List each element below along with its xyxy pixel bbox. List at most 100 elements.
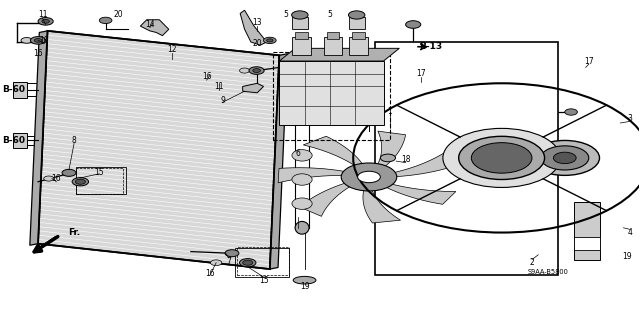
Text: 10: 10	[40, 36, 49, 45]
Circle shape	[21, 38, 33, 43]
Circle shape	[72, 178, 88, 186]
Circle shape	[267, 39, 273, 42]
Bar	[76, 168, 124, 194]
Circle shape	[358, 171, 380, 183]
Polygon shape	[240, 10, 267, 45]
Circle shape	[239, 68, 250, 73]
Bar	[237, 247, 289, 275]
Bar	[279, 61, 383, 124]
Polygon shape	[279, 48, 399, 61]
Text: 6: 6	[296, 149, 301, 158]
Circle shape	[292, 11, 308, 19]
Text: 5: 5	[328, 11, 332, 19]
Circle shape	[35, 39, 42, 42]
Circle shape	[249, 67, 264, 74]
Text: 8: 8	[72, 136, 76, 145]
Circle shape	[459, 136, 545, 180]
Text: 16: 16	[52, 174, 61, 183]
Ellipse shape	[295, 221, 309, 234]
Circle shape	[564, 109, 577, 115]
Bar	[375, 42, 559, 275]
Text: 19: 19	[622, 252, 632, 261]
Bar	[574, 237, 600, 250]
Text: 17: 17	[584, 56, 593, 65]
Text: 16: 16	[202, 72, 211, 81]
Text: 11: 11	[214, 82, 224, 91]
Text: 2: 2	[529, 258, 534, 267]
Text: B-60: B-60	[2, 85, 25, 94]
Text: 15: 15	[259, 276, 268, 285]
Bar	[295, 107, 309, 228]
Polygon shape	[30, 31, 47, 245]
Polygon shape	[303, 136, 365, 168]
Text: Fr.: Fr.	[68, 228, 80, 237]
Polygon shape	[388, 152, 458, 177]
Circle shape	[99, 17, 112, 24]
Circle shape	[243, 260, 253, 265]
Text: 14: 14	[145, 20, 155, 29]
Text: 15: 15	[95, 168, 104, 177]
Bar	[76, 167, 127, 195]
Bar	[235, 249, 289, 277]
Bar	[323, 37, 342, 55]
Text: 20: 20	[252, 39, 262, 48]
Circle shape	[253, 69, 260, 72]
Circle shape	[443, 128, 561, 188]
Circle shape	[31, 37, 45, 44]
Circle shape	[541, 146, 589, 170]
Bar	[349, 17, 365, 29]
Circle shape	[471, 143, 532, 173]
Text: 13: 13	[252, 19, 262, 27]
Bar	[13, 82, 27, 98]
Ellipse shape	[293, 276, 316, 284]
Text: 11: 11	[38, 11, 47, 19]
Polygon shape	[300, 182, 355, 216]
Text: 5: 5	[283, 11, 288, 19]
Bar	[574, 202, 600, 260]
Polygon shape	[278, 168, 351, 183]
Bar	[349, 37, 368, 55]
Text: 7: 7	[227, 257, 231, 266]
Circle shape	[406, 21, 420, 28]
Circle shape	[211, 260, 222, 266]
Ellipse shape	[292, 150, 312, 161]
Circle shape	[341, 163, 397, 191]
Text: 3: 3	[627, 114, 632, 123]
Text: B-13: B-13	[419, 42, 442, 51]
Bar	[273, 51, 390, 140]
Circle shape	[44, 176, 54, 181]
Polygon shape	[140, 20, 169, 36]
Polygon shape	[270, 54, 287, 269]
Text: 20: 20	[113, 11, 123, 19]
Polygon shape	[243, 83, 264, 93]
Circle shape	[62, 169, 76, 176]
Circle shape	[42, 19, 49, 23]
Ellipse shape	[292, 198, 312, 209]
Text: B-60: B-60	[2, 136, 25, 145]
Circle shape	[530, 140, 600, 175]
Text: 9: 9	[220, 96, 225, 105]
Circle shape	[264, 37, 276, 44]
Circle shape	[348, 11, 365, 19]
Text: 16: 16	[205, 269, 214, 278]
Polygon shape	[363, 187, 401, 223]
Ellipse shape	[292, 174, 312, 185]
Text: 16: 16	[33, 48, 43, 58]
Polygon shape	[38, 31, 279, 269]
Polygon shape	[381, 182, 456, 204]
Bar	[326, 33, 339, 39]
Ellipse shape	[295, 101, 309, 114]
Circle shape	[239, 259, 256, 267]
Text: 12: 12	[167, 45, 177, 55]
Bar	[292, 17, 308, 29]
Polygon shape	[376, 131, 406, 169]
Text: 4: 4	[627, 228, 632, 237]
Text: 17: 17	[417, 69, 426, 78]
Circle shape	[38, 18, 53, 25]
Circle shape	[225, 250, 239, 257]
Circle shape	[380, 154, 396, 162]
Text: 19: 19	[300, 282, 309, 291]
Bar	[13, 132, 27, 148]
Bar	[292, 37, 311, 55]
Text: S9AA-B5800: S9AA-B5800	[527, 269, 568, 275]
